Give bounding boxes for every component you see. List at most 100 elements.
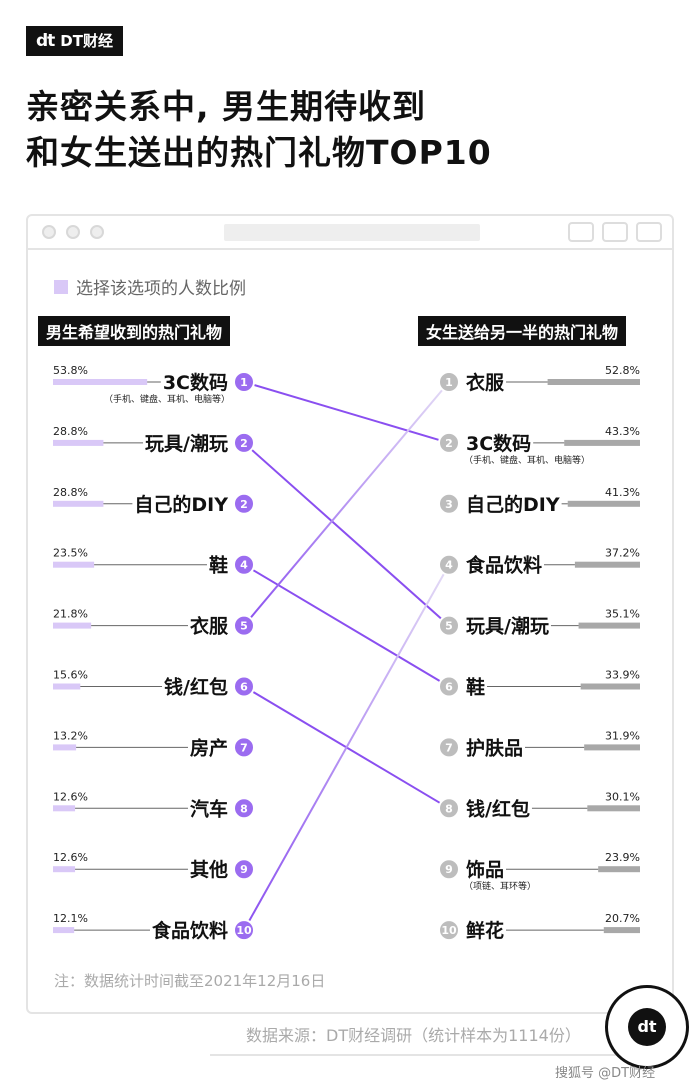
left-value-label: 12.6% [53, 851, 88, 864]
left-rank-number: 2 [240, 498, 248, 511]
right-value-label: 41.3% [605, 486, 640, 499]
left-category-label: 3C数码 [163, 371, 228, 394]
right-bar [580, 683, 640, 690]
right-bar [584, 744, 640, 751]
right-rank-badge [438, 675, 460, 698]
left-rank-badge [233, 675, 255, 698]
right-category-label: 鞋 [466, 676, 485, 699]
footnote: 注：数据统计时间截至2021年12月16日 [54, 972, 326, 990]
left-rank-badge [233, 797, 255, 820]
right-rank-badge [438, 858, 460, 881]
left-rank-number: 6 [240, 681, 248, 694]
left-value-label: 53.8% [53, 364, 88, 377]
right-value-label: 30.1% [605, 790, 640, 803]
right-rank-badge [438, 736, 460, 759]
left-category-label: 钱/红包 [164, 676, 228, 699]
left-value-label: 23.5% [53, 547, 88, 560]
connector-line [243, 381, 450, 627]
right-category-label: 衣服 [466, 371, 505, 394]
right-rank-badge [438, 919, 460, 942]
connector-line [243, 381, 450, 444]
copy-icon [636, 222, 662, 242]
dt-badge-logo: dt [605, 985, 689, 1069]
right-bar [598, 866, 640, 873]
right-rank-number: 2 [445, 437, 453, 450]
minimize-icon [66, 225, 80, 239]
left-value-label: 28.8% [53, 425, 88, 438]
window-frame [26, 214, 674, 1014]
left-rank-badge [233, 431, 255, 454]
left-rank-number: 8 [240, 802, 248, 815]
right-value-label: 43.3% [605, 425, 640, 438]
brand-logo: dt DT财经 [26, 26, 123, 56]
right-value-label: 23.9% [605, 851, 640, 864]
right-category-label: 食品饮料 [466, 554, 542, 577]
left-rank-badge [233, 858, 255, 881]
left-bar [53, 927, 75, 934]
right-rank-number: 9 [445, 863, 453, 876]
source-text: 数据来源：DT财经调研（统计样本为1114份） [246, 1026, 581, 1045]
left-value-label: 13.2% [53, 729, 88, 742]
left-chart-title: 男生希望收到的热门礼物 [38, 316, 231, 346]
right-category-label: 玩具/潮玩 [466, 616, 549, 638]
left-value-label: 21.8% [53, 608, 88, 621]
left-category-label: 鞋 [209, 554, 228, 577]
right-rank-number: 1 [445, 376, 453, 389]
left-rank-badge [233, 371, 255, 393]
left-bar [53, 622, 92, 629]
right-bar [567, 500, 640, 507]
right-rank-badge [438, 492, 460, 515]
right-bar [603, 927, 640, 934]
left-value-label: 12.1% [53, 912, 88, 925]
left-rank-badge [233, 492, 255, 515]
right-category-label: 饰品 [466, 858, 504, 881]
right-category-label: 自己的DIY [466, 493, 560, 516]
window-titlebar [28, 216, 672, 250]
right-rank-number: 7 [445, 741, 453, 754]
left-rank-number: 1 [240, 376, 248, 389]
left-value-label: 15.6% [53, 669, 88, 682]
left-rank-number: 2 [240, 437, 248, 450]
left-rank-badge [233, 614, 255, 637]
right-rank-badge [438, 553, 460, 576]
right-sublabel: （项链、耳环等） [464, 880, 536, 892]
left-rank-number: 7 [240, 741, 248, 754]
address-bar [224, 224, 480, 241]
left-rank-number: 10 [236, 924, 252, 937]
right-value-label: 31.9% [605, 729, 640, 742]
source-box [210, 1010, 630, 1056]
left-bar [53, 866, 76, 873]
left-rank-badge [233, 736, 255, 759]
right-rank-number: 10 [441, 924, 457, 937]
right-value-label: 52.8% [605, 364, 640, 377]
watermark: 搜狐号 @DT财经 [555, 1066, 656, 1081]
right-value-label: 33.9% [605, 669, 640, 682]
connector-line [243, 442, 450, 627]
right-chart-title: 女生送给另一半的热门礼物 [418, 316, 627, 346]
left-bar [53, 744, 77, 751]
left-bar [53, 439, 104, 446]
left-category-label: 房产 [190, 736, 228, 759]
right-rank-number: 5 [445, 620, 453, 633]
right-rank-badge [438, 371, 460, 393]
left-rank-number: 4 [240, 559, 248, 572]
right-bar [574, 561, 640, 568]
left-bar [53, 379, 148, 385]
legend-swatch [54, 279, 68, 294]
connector-line [243, 563, 450, 688]
right-rank-badge [438, 431, 460, 454]
right-rank-number: 4 [445, 559, 453, 572]
left-category-label: 玩具/潮玩 [145, 433, 228, 455]
legend: 选择该选项的人数比例 [54, 274, 246, 299]
left-bar [53, 500, 104, 507]
maximize-icon [90, 225, 104, 239]
page-title: 亲密关系中, 男生期待收到 和女生送出的热门礼物TOP10 [26, 87, 492, 172]
right-category-label: 3C数码 [466, 432, 531, 455]
left-sublabel: （手机、键盘、耳机、电脑等） [104, 393, 230, 405]
right-sublabel: （手机、键盘、耳机、电脑等） [464, 454, 590, 466]
left-category-label: 衣服 [190, 615, 229, 638]
right-bar [564, 439, 640, 446]
left-bar [53, 561, 95, 568]
right-rank-number: 6 [445, 681, 453, 694]
left-category-label: 其他 [190, 858, 228, 881]
